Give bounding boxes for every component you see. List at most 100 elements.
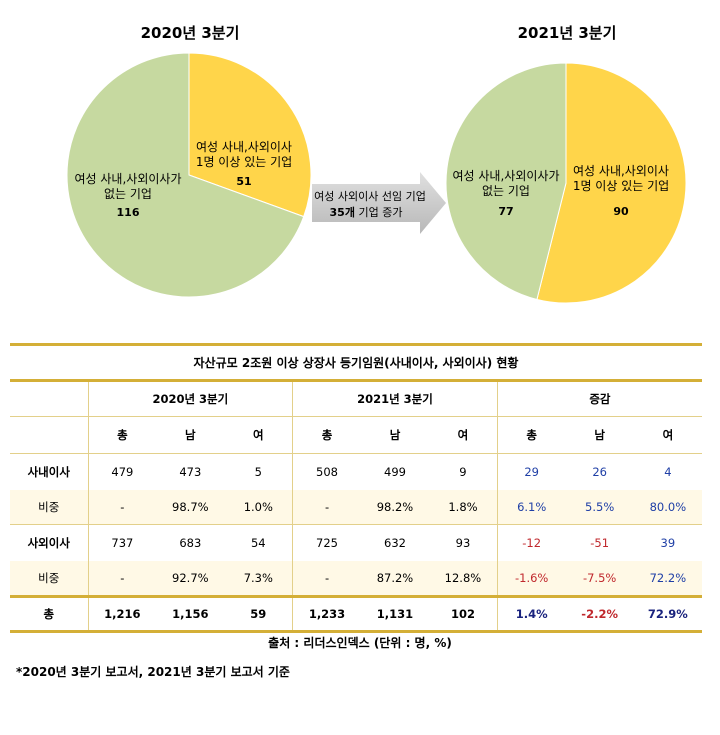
pie1-slice1-label-line1: 여성 사내,사외이사가 xyxy=(75,172,182,186)
sub-header-total: 총 xyxy=(496,416,566,454)
table-cell: 7.3% xyxy=(224,561,293,597)
row-label: 비중 xyxy=(10,561,88,597)
table-title: 자산규모 2조원 이상 상장사 등기임원(사내이사, 사외이사) 현황 xyxy=(10,343,702,382)
table-cell: -1.6% xyxy=(496,561,566,597)
row-label: 총 xyxy=(10,595,88,633)
pie1-slice-with-women xyxy=(188,52,312,218)
arrow-text-line1: 여성 사외이사 선임 기업 xyxy=(314,190,426,203)
table-cell: 5.5% xyxy=(565,490,634,525)
table-cell: -7.5% xyxy=(565,561,634,597)
group-header-blank xyxy=(10,380,88,417)
source-note: 출처 : 리더스인덱스 (단위 : 명, %) xyxy=(268,636,452,650)
sub-header-female: 여 xyxy=(662,428,674,442)
table-cell: 1.4% xyxy=(496,595,566,633)
pie1-slice1-value: 116 xyxy=(117,206,140,219)
table-cell: 72.2% xyxy=(633,561,702,597)
pie2-slice0-value: 90 xyxy=(613,205,629,218)
table-cell: 479 xyxy=(87,453,157,490)
table-cell: 6.1% xyxy=(496,490,566,525)
sub-header-male: 남 xyxy=(185,428,196,442)
table-cell: 683 xyxy=(156,524,225,561)
pie2-slice1-label-line2: 없는 기업 xyxy=(482,184,530,198)
row-label: 비중 xyxy=(10,490,88,525)
table-row: 비중 - 98.7% 1.0% - 98.2% 1.8% 6.1% 5.5% 8… xyxy=(10,490,702,525)
table-cell: 1,233 xyxy=(292,595,361,633)
table-cell: 1,156 xyxy=(156,595,225,633)
row-label: 사내이사 xyxy=(10,453,88,490)
table-cell: 29 xyxy=(496,453,566,490)
pie2-slice-with-women xyxy=(536,62,687,304)
sub-header-female: 여 xyxy=(457,428,469,442)
pie-chart-2021: 여성 사내,사외이사 1명 이상 있는 기업 90 여성 사내,사외이사가 없는… xyxy=(445,62,687,304)
table-cell: 87.2% xyxy=(360,561,430,597)
table-cell: -2.2% xyxy=(565,595,634,633)
pie1-slice0-label-line2: 1명 이상 있는 기업 xyxy=(196,155,292,169)
pie1-slice0-label-line1: 여성 사내,사외이사 xyxy=(196,140,292,154)
table-row-total: 총 1,216 1,156 59 1,233 1,131 102 1.4% -2… xyxy=(10,595,702,633)
table-row: 비중 - 92.7% 7.3% - 87.2% 12.8% -1.6% -7.5… xyxy=(10,561,702,597)
arrow-count: 35개 xyxy=(330,205,355,219)
table-cell: 54 xyxy=(224,524,293,561)
table-cell: 26 xyxy=(565,453,634,490)
row-label: 사외이사 xyxy=(10,524,88,561)
pie2-slice0-label-line1: 여성 사내,사외이사 xyxy=(573,164,669,178)
arrow-text-line2: 35개 기업 증가 xyxy=(330,205,403,219)
sub-header-male: 남 xyxy=(594,428,605,442)
table-cell: 39 xyxy=(633,524,702,561)
table-cell: 59 xyxy=(224,595,293,633)
pie1-slice1-label-line2: 없는 기업 xyxy=(104,187,152,201)
table-cell: 102 xyxy=(429,595,498,633)
executive-table-wrapper: 자산규모 2조원 이상 상장사 등기임원(사내이사, 사외이사) 현황 2020… xyxy=(10,343,702,633)
group-header-2021: 2021년 3분기 xyxy=(292,380,498,417)
sub-header-total: 총 xyxy=(292,416,361,454)
table-cell: - xyxy=(292,490,361,525)
executive-table: 자산규모 2조원 이상 상장사 등기임원(사내이사, 사외이사) 현황 2020… xyxy=(10,343,702,633)
group-header-change: 증감 xyxy=(496,380,702,417)
sub-header-total: 총 xyxy=(87,416,157,454)
table-cell: 1,131 xyxy=(360,595,430,633)
table-cell: 92.7% xyxy=(156,561,225,597)
table-cell: 98.2% xyxy=(360,490,430,525)
table-cell: 98.7% xyxy=(156,490,225,525)
increase-arrow: 여성 사외이사 선임 기업 35개 기업 증가 xyxy=(312,172,446,234)
table-cell: 93 xyxy=(429,524,498,561)
table-cell: 80.0% xyxy=(633,490,702,525)
table-cell: 1,216 xyxy=(87,595,157,633)
table-cell: 499 xyxy=(360,453,430,490)
arrow-shape xyxy=(312,172,446,234)
footnote: *2020년 3분기 보고서, 2021년 3분기 보고서 기준 xyxy=(16,665,290,679)
table-sub-header: 총 남 여 총 남 여 총 남 여 xyxy=(10,416,702,454)
pie2-title: 2021년 3분기 xyxy=(518,24,617,42)
table-row: 사외이사 737 683 54 725 632 93 -12 -51 39 xyxy=(10,524,702,561)
table-group-header: 2020년 3분기 2021년 3분기 증감 xyxy=(10,380,702,417)
pie1-slice-without-women xyxy=(66,52,305,298)
pie2-slice-without-women xyxy=(445,62,567,301)
sub-header-female: 여 xyxy=(253,428,264,442)
table-cell: 5 xyxy=(224,453,293,490)
table-cell: -51 xyxy=(565,524,634,561)
table-cell: 4 xyxy=(633,453,702,490)
table-cell: 725 xyxy=(292,524,361,561)
table-cell: 72.9% xyxy=(633,595,702,633)
table-cell: 12.8% xyxy=(429,561,498,597)
pie1-slice0-value: 51 xyxy=(236,175,251,188)
pie-charts-area: 2020년 3분기 2021년 3분기 여성 사내,사외이사 1명 이상 있는 … xyxy=(66,24,687,304)
group-header-2020: 2020년 3분기 xyxy=(87,380,293,417)
table-cell: 1.0% xyxy=(224,490,293,525)
sub-header-blank xyxy=(10,417,88,454)
pie2-slice0-label-line2: 1명 이상 있는 기업 xyxy=(573,179,669,193)
pie2-slice1-label-line1: 여성 사내,사외이사가 xyxy=(453,169,560,183)
arrow-count-suffix: 기업 증가 xyxy=(355,206,402,219)
table-cell: - xyxy=(87,490,157,525)
pie-chart-2020: 여성 사내,사외이사 1명 이상 있는 기업 51 여성 사내,사외이사가 없는… xyxy=(66,52,312,298)
table-cell: 737 xyxy=(87,524,157,561)
table-cell: -12 xyxy=(496,524,566,561)
table-cell: 9 xyxy=(429,453,498,490)
table-cell: 473 xyxy=(156,453,225,490)
pie2-slice1-value: 77 xyxy=(498,205,513,218)
table-cell: - xyxy=(87,561,157,597)
pie1-title: 2020년 3분기 xyxy=(141,24,240,42)
table-cell: - xyxy=(292,561,361,597)
table-cell: 1.8% xyxy=(429,490,498,525)
table-cell: 632 xyxy=(360,524,430,561)
